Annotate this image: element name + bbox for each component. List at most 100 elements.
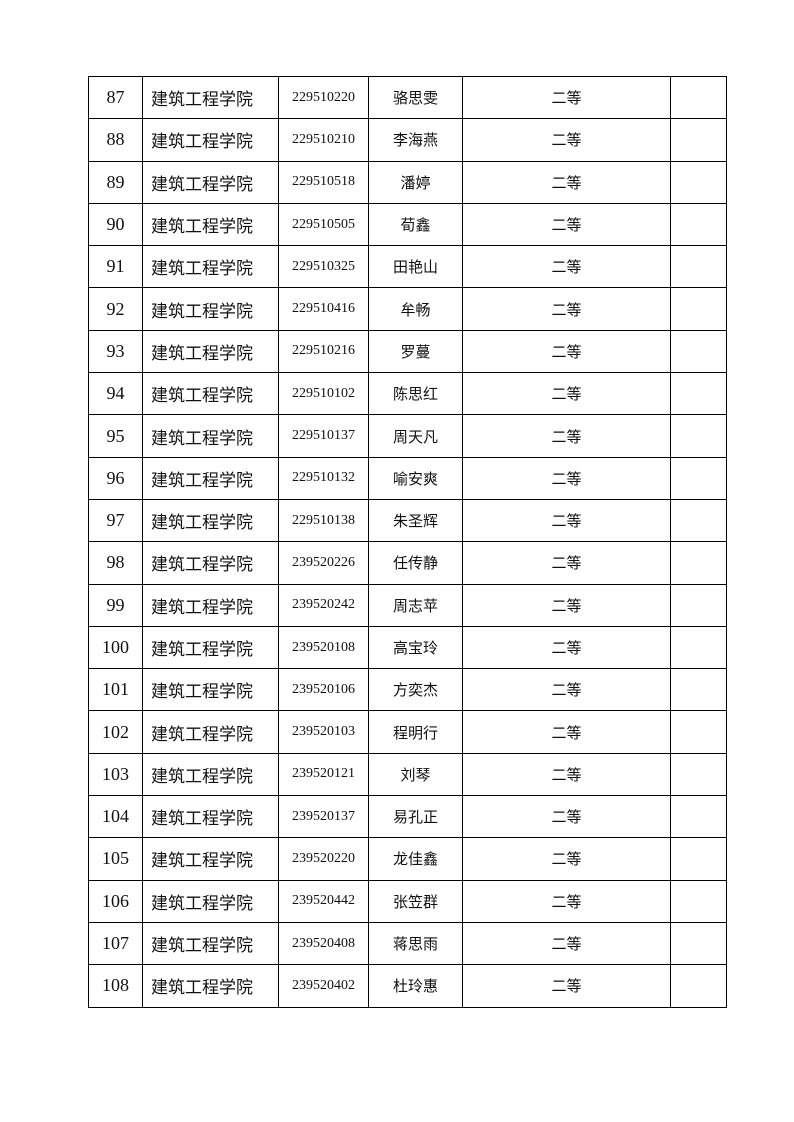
student-id-cell: 239520402 xyxy=(278,964,369,1008)
award-level-cell: 二等 xyxy=(462,75,671,120)
note-cell xyxy=(670,668,727,712)
student-name-cell: 龙佳鑫 xyxy=(368,837,463,881)
college-cell: 建筑工程学院 xyxy=(142,541,279,585)
table-row: 105 建筑工程学院 239520220 龙佳鑫 二等 xyxy=(88,837,727,881)
student-id-cell: 239520106 xyxy=(278,668,369,712)
table-row: 107 建筑工程学院 239520408 蒋思雨 二等 xyxy=(88,921,727,966)
row-number: 87 xyxy=(88,75,143,120)
row-number: 100 xyxy=(88,625,143,670)
award-level-cell: 二等 xyxy=(462,752,671,797)
college-cell: 建筑工程学院 xyxy=(142,668,279,712)
award-level-cell: 二等 xyxy=(462,541,671,585)
note-cell xyxy=(670,583,727,627)
student-id-cell: 229510220 xyxy=(278,75,369,120)
table-row: 98 建筑工程学院 239520226 任传静 二等 xyxy=(88,541,727,585)
college-cell: 建筑工程学院 xyxy=(142,752,279,797)
row-number: 102 xyxy=(88,710,143,754)
note-cell xyxy=(670,964,727,1008)
college-cell: 建筑工程学院 xyxy=(142,625,279,670)
row-number: 101 xyxy=(88,668,143,712)
student-name-cell: 张笠群 xyxy=(368,879,463,923)
college-cell: 建筑工程学院 xyxy=(142,202,279,247)
college-cell: 建筑工程学院 xyxy=(142,287,279,331)
college-cell: 建筑工程学院 xyxy=(142,456,279,500)
note-cell xyxy=(670,710,727,754)
note-cell xyxy=(670,795,727,839)
award-level-cell: 二等 xyxy=(462,202,671,247)
award-level-cell: 二等 xyxy=(462,964,671,1008)
student-name-cell: 程明行 xyxy=(368,710,463,754)
note-cell xyxy=(670,75,727,120)
row-number: 93 xyxy=(88,329,143,374)
student-id-cell: 229510518 xyxy=(278,160,369,204)
student-name-cell: 任传静 xyxy=(368,541,463,585)
table-row: 101 建筑工程学院 239520106 方奕杰 二等 xyxy=(88,668,727,712)
row-number: 92 xyxy=(88,287,143,331)
award-list-table: 87 建筑工程学院 229510220 骆思雯 二等 88 建筑工程学院 229510210 李… xyxy=(88,75,727,1008)
table-row: 88 建筑工程学院 229510210 李海燕 二等 xyxy=(88,118,727,162)
note-cell xyxy=(670,414,727,458)
student-id-cell: 239520103 xyxy=(278,710,369,754)
college-cell: 建筑工程学院 xyxy=(142,921,279,966)
table-row: 100 建筑工程学院 239520108 高宝玲 二等 xyxy=(88,625,727,670)
row-number: 105 xyxy=(88,837,143,881)
note-cell xyxy=(670,202,727,247)
award-level-cell: 二等 xyxy=(462,710,671,754)
table-row: 108 建筑工程学院 239520402 杜玲惠 二等 xyxy=(88,964,727,1008)
award-level-cell: 二等 xyxy=(462,921,671,966)
student-id-cell: 239520137 xyxy=(278,795,369,839)
table-row: 103 建筑工程学院 239520121 刘琴 二等 xyxy=(88,752,727,797)
student-name-cell: 罗蔓 xyxy=(368,329,463,374)
table-row: 92 建筑工程学院 229510416 牟畅 二等 xyxy=(88,287,727,331)
row-number: 98 xyxy=(88,541,143,585)
row-number: 103 xyxy=(88,752,143,797)
student-name-cell: 陈思红 xyxy=(368,372,463,416)
student-id-cell: 229510132 xyxy=(278,456,369,500)
row-number: 88 xyxy=(88,118,143,162)
row-number: 94 xyxy=(88,372,143,416)
student-id-cell: 239520226 xyxy=(278,541,369,585)
student-name-cell: 蒋思雨 xyxy=(368,921,463,966)
college-cell: 建筑工程学院 xyxy=(142,879,279,923)
college-cell: 建筑工程学院 xyxy=(142,75,279,120)
row-number: 95 xyxy=(88,414,143,458)
student-id-cell: 239520408 xyxy=(278,921,369,966)
table-row: 102 建筑工程学院 239520103 程明行 二等 xyxy=(88,710,727,754)
award-level-cell: 二等 xyxy=(462,668,671,712)
table-row: 87 建筑工程学院 229510220 骆思雯 二等 xyxy=(88,75,727,120)
college-cell: 建筑工程学院 xyxy=(142,795,279,839)
note-cell xyxy=(670,160,727,204)
student-name-cell: 杜玲惠 xyxy=(368,964,463,1008)
student-id-cell: 239520442 xyxy=(278,879,369,923)
student-name-cell: 方奕杰 xyxy=(368,668,463,712)
note-cell xyxy=(670,372,727,416)
note-cell xyxy=(670,498,727,543)
note-cell xyxy=(670,625,727,670)
note-cell xyxy=(670,752,727,797)
award-level-cell: 二等 xyxy=(462,837,671,881)
college-cell: 建筑工程学院 xyxy=(142,160,279,204)
award-level-cell: 二等 xyxy=(462,245,671,289)
college-cell: 建筑工程学院 xyxy=(142,964,279,1008)
student-id-cell: 229510505 xyxy=(278,202,369,247)
college-cell: 建筑工程学院 xyxy=(142,583,279,627)
college-cell: 建筑工程学院 xyxy=(142,372,279,416)
table-row: 90 建筑工程学院 229510505 荀鑫 二等 xyxy=(88,202,727,247)
note-cell xyxy=(670,837,727,881)
student-id-cell: 229510210 xyxy=(278,118,369,162)
student-name-cell: 李海燕 xyxy=(368,118,463,162)
table-row: 97 建筑工程学院 229510138 朱圣辉 二等 xyxy=(88,498,727,543)
row-number: 91 xyxy=(88,245,143,289)
student-id-cell: 239520108 xyxy=(278,625,369,670)
note-cell xyxy=(670,245,727,289)
student-id-cell: 229510416 xyxy=(278,287,369,331)
student-name-cell: 易孔正 xyxy=(368,795,463,839)
award-level-cell: 二等 xyxy=(462,456,671,500)
student-id-cell: 239520242 xyxy=(278,583,369,627)
award-level-cell: 二等 xyxy=(462,287,671,331)
student-name-cell: 骆思雯 xyxy=(368,75,463,120)
student-name-cell: 潘婷 xyxy=(368,160,463,204)
college-cell: 建筑工程学院 xyxy=(142,837,279,881)
college-cell: 建筑工程学院 xyxy=(142,245,279,289)
note-cell xyxy=(670,879,727,923)
